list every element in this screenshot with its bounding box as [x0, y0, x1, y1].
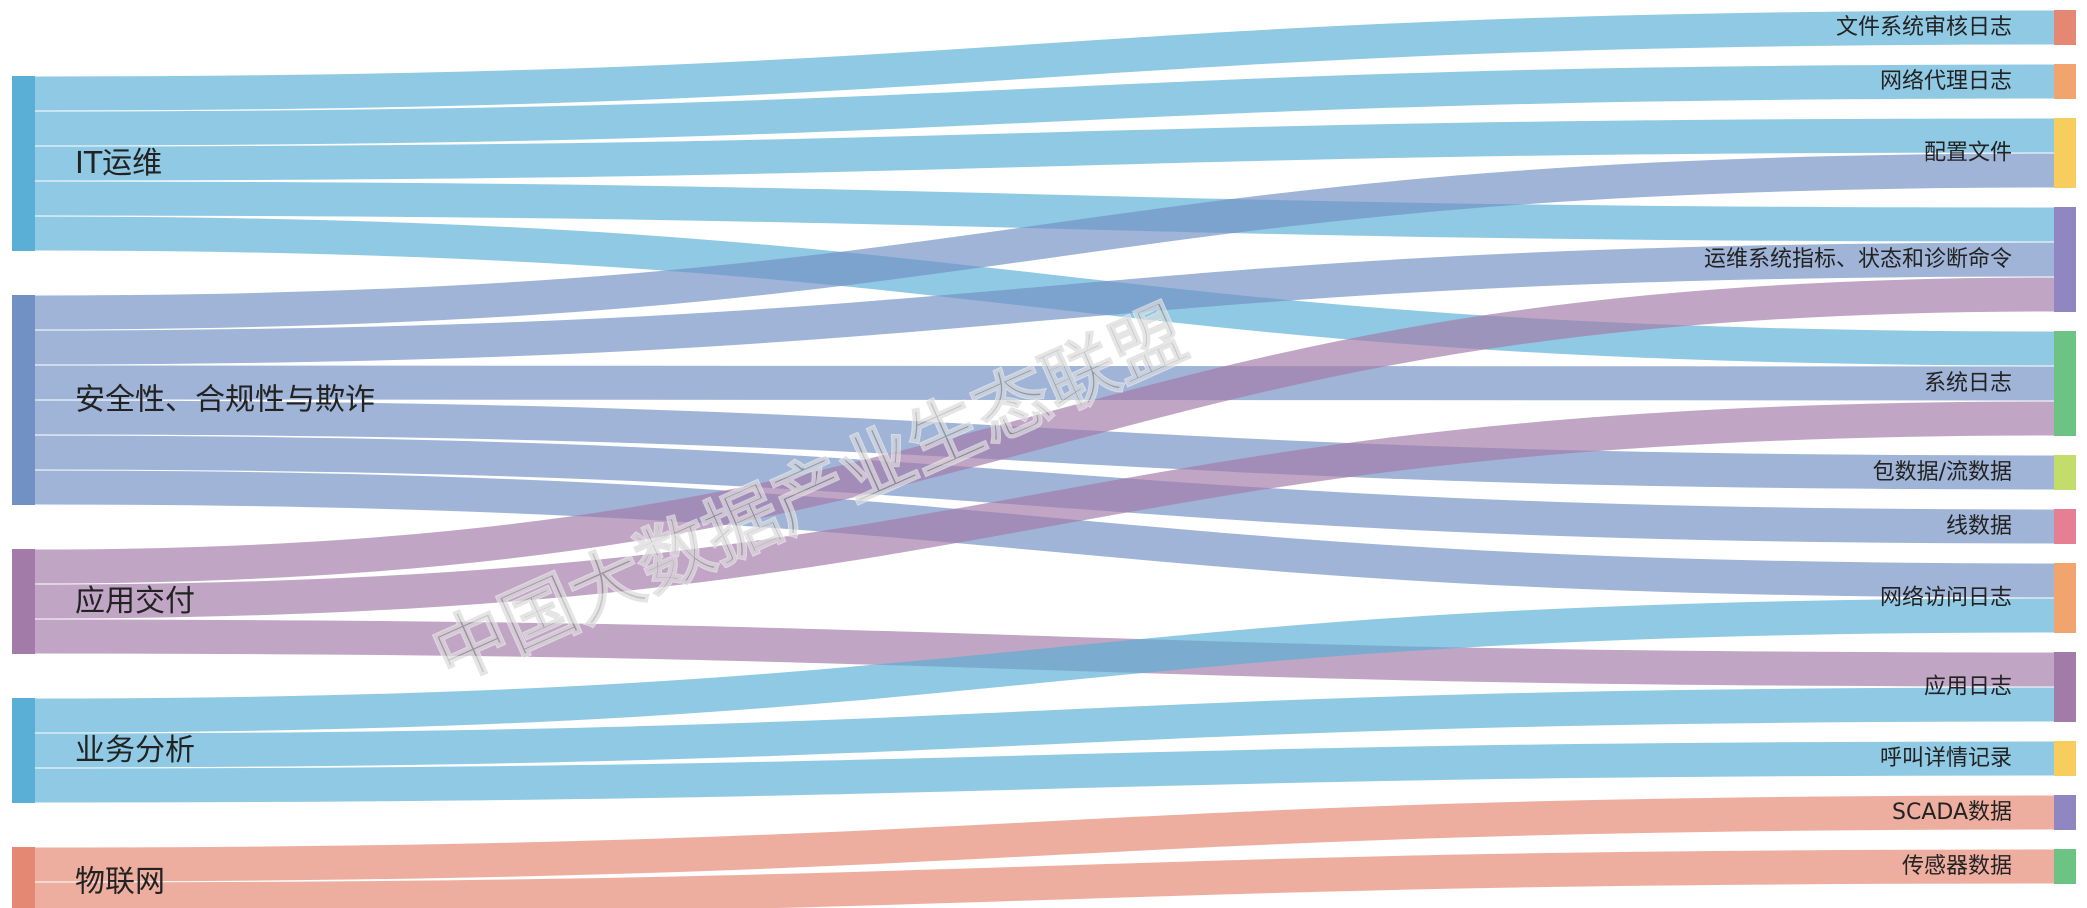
target-label: 系统日志 — [1924, 371, 2012, 396]
target-label: 线数据 — [1946, 514, 2012, 539]
sankey-link-应用交付-to-系统日志 — [34, 401, 2055, 619]
target-node-文件系统审核日志 — [2054, 10, 2076, 45]
target-label: SCADA数据 — [1892, 800, 2012, 825]
target-node-包数据-流数据 — [2054, 455, 2076, 490]
target-node-应用日志 — [2054, 652, 2076, 722]
sankey-link-安全性-合规性与欺诈-to-配置文件 — [34, 153, 2055, 330]
target-node-线数据 — [2054, 509, 2076, 544]
sankey-link-安全性-合规性与欺诈-to-线数据 — [34, 435, 2055, 544]
target-label: 网络代理日志 — [1880, 69, 2012, 94]
source-label: 应用交付 — [75, 584, 195, 619]
sankey-link-安全性-合规性与欺诈-to-网络访问日志 — [34, 470, 2055, 598]
target-label: 包数据/流数据 — [1873, 460, 2012, 485]
source-label: IT运维 — [75, 146, 162, 181]
sankey-link-IT运维-to-文件系统审核日志 — [34, 10, 2055, 111]
sankey-link-业务分析-to-呼叫详情记录 — [34, 741, 2055, 803]
sankey-link-IT运维-to-运维系统指标-状态和诊断命令 — [34, 181, 2055, 242]
target-label: 呼叫详情记录 — [1880, 746, 2012, 771]
source-node-物联网 — [12, 847, 35, 908]
sankey-link-物联网-to-传感器数据 — [34, 849, 2055, 908]
source-label: 安全性、合规性与欺诈 — [75, 383, 375, 418]
sankey-link-应用交付-to-运维系统指标-状态和诊断命令 — [34, 277, 2055, 584]
sankey-link-业务分析-to-应用日志 — [34, 687, 2055, 768]
target-node-网络访问日志 — [2054, 563, 2076, 633]
sankey-link-安全性-合规性与欺诈-to-系统日志 — [34, 365, 2055, 401]
target-label: 配置文件 — [1924, 141, 2012, 166]
target-node-传感器数据 — [2054, 849, 2076, 884]
sankey-link-IT运维-to-网络代理日志 — [34, 64, 2055, 146]
target-label: 网络访问日志 — [1880, 586, 2012, 611]
source-node-应用交付 — [12, 549, 35, 654]
sankey-nodes — [12, 10, 2076, 908]
sankey-link-安全性-合规性与欺诈-to-运维系统指标-状态和诊断命令 — [34, 242, 2055, 365]
target-label: 传感器数据 — [1902, 854, 2012, 879]
target-node-运维系统指标-状态和诊断命令 — [2054, 207, 2076, 312]
source-label: 业务分析 — [75, 733, 195, 768]
target-node-系统日志 — [2054, 331, 2076, 436]
sankey-link-物联网-to-SCADA数据 — [34, 795, 2055, 882]
target-node-呼叫详情记录 — [2054, 741, 2076, 776]
source-node-业务分析 — [12, 698, 35, 803]
source-node-IT运维 — [12, 76, 35, 251]
source-label: 物联网 — [75, 865, 165, 900]
target-label: 运维系统指标、状态和诊断命令 — [1704, 247, 2012, 272]
sankey-links — [34, 10, 2055, 908]
source-node-安全性-合规性与欺诈 — [12, 295, 35, 505]
target-node-SCADA数据 — [2054, 795, 2076, 830]
target-node-配置文件 — [2054, 118, 2076, 188]
target-label: 文件系统审核日志 — [1836, 15, 2012, 40]
sankey-link-业务分析-to-网络访问日志 — [34, 598, 2055, 733]
sankey-link-IT运维-to-配置文件 — [34, 118, 2055, 181]
target-node-网络代理日志 — [2054, 64, 2076, 99]
target-label: 应用日志 — [1924, 675, 2012, 700]
